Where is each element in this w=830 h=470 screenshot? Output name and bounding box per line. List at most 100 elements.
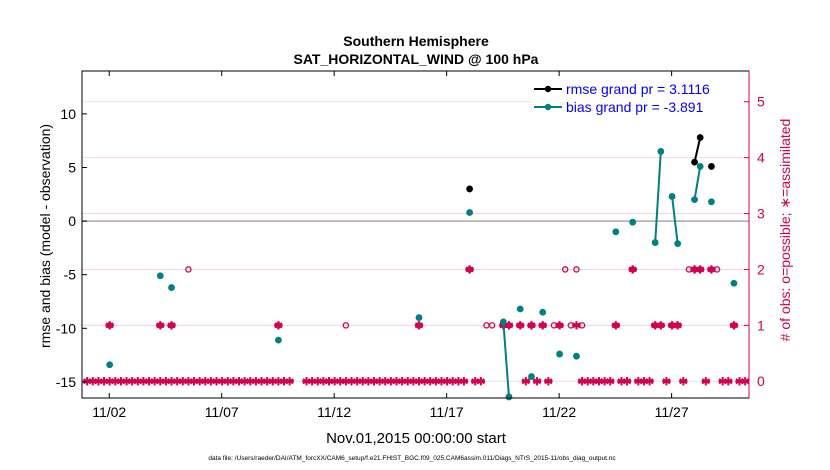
bias-point <box>573 352 580 360</box>
bias-point <box>629 218 637 226</box>
obs-assimilated-point <box>532 377 542 386</box>
obs-assimilated-point <box>465 265 474 274</box>
y-right-tick-label-5: 5 <box>757 94 765 110</box>
bias-point <box>708 198 715 206</box>
obs-possible-point <box>573 266 580 273</box>
obs-assimilated-point <box>611 321 621 330</box>
y-axis-label-left: rmse and bias (model - observation) <box>37 124 53 348</box>
x-axis-label: Nov.01,2015 00:00:00 start <box>326 430 507 447</box>
obs-assimilated-point <box>679 377 688 386</box>
obs-assimilated-point <box>622 377 632 386</box>
legend-rmse-label: rmse grand pr = 3.1116 <box>566 81 710 97</box>
y-axis-label-right: # of obs: o=possible; ∗=assimilated <box>777 119 793 342</box>
bias-point <box>668 193 676 200</box>
chart-title-line-2: SAT_HORIZONTAL_WIND @ 100 hPa <box>294 51 539 67</box>
grid-layer <box>82 101 749 382</box>
obs-assimilated-point <box>673 321 682 330</box>
obs-assimilated-point <box>504 321 514 330</box>
legend-rmse-swatch-marker <box>544 85 552 93</box>
bias-point <box>556 350 563 358</box>
bias-point <box>657 148 665 155</box>
obs-assimilated-point <box>701 377 711 386</box>
obs-assimilated-point <box>274 321 283 330</box>
obs-assimilated-point <box>527 321 536 330</box>
obs-assimilated-point <box>285 377 294 386</box>
bias-segment <box>671 196 679 244</box>
obs-assimilated-point <box>459 377 469 386</box>
y-left-tick-label-0: 0 <box>68 213 76 229</box>
plot-frame <box>81 70 750 399</box>
y-right-tick-label-0: 0 <box>757 373 765 389</box>
obs-possible-point <box>342 322 350 329</box>
x-tick-label-11/12: 11/12 <box>317 404 351 420</box>
legend-bias-swatch-marker <box>544 103 552 111</box>
rmse-segment <box>693 137 702 163</box>
rmse-point <box>708 163 715 170</box>
obs-assimilated-point <box>167 321 176 330</box>
obs-assimilated-point <box>724 377 733 386</box>
obs-assimilated-point <box>538 321 547 330</box>
y-left-tick-label--10: -10 <box>56 320 76 336</box>
rmse-point <box>696 134 704 141</box>
obs-assimilated-point <box>707 265 716 274</box>
x-tick-label-11/27: 11/27 <box>655 404 689 420</box>
y-right-tick-label-4: 4 <box>757 150 765 166</box>
bias-point <box>156 272 164 280</box>
bias-point <box>528 373 535 380</box>
legend-bias-label: bias grand pr = -3.891 <box>566 99 704 115</box>
bias-point <box>696 163 704 170</box>
obs-assimilated-point <box>516 321 525 330</box>
obs-possible-point <box>488 322 496 329</box>
bias-point <box>516 305 524 313</box>
obs-assimilated-point <box>555 321 564 330</box>
obs-assimilated-point <box>656 321 666 330</box>
obs-assimilated-point <box>729 321 739 330</box>
legend: rmse grand pr = 3.1116 bias grand pr = -… <box>531 80 743 116</box>
x-tick-label-11/17: 11/17 <box>430 404 464 420</box>
bias-point <box>499 318 507 326</box>
obs-assimilated-point <box>695 265 705 274</box>
y-left-tick-label--15: -15 <box>56 374 76 390</box>
y-right-tick-label-3: 3 <box>757 206 765 222</box>
series-layer <box>106 93 738 401</box>
y-right-tick-label-2: 2 <box>757 261 765 277</box>
y-left-tick-label-10: 10 <box>60 106 76 122</box>
rmse-point <box>691 158 698 166</box>
obs-possible-point <box>185 266 192 273</box>
y-left-tick-label-5: 5 <box>68 159 76 175</box>
bias-point <box>466 209 474 216</box>
y-right-tick-label-1: 1 <box>757 317 765 333</box>
bias-point <box>505 393 513 401</box>
obs-assimilated-point <box>521 377 531 386</box>
obs-assimilated-point <box>572 321 581 330</box>
bias-point <box>168 284 175 291</box>
bias-point <box>651 239 659 246</box>
bias-segment <box>654 151 662 243</box>
bias-segment <box>502 321 510 398</box>
bias-point <box>106 361 114 369</box>
obs-possible-point <box>561 266 569 273</box>
x-tick-label-11/07: 11/07 <box>205 404 239 420</box>
bias-point <box>691 196 698 204</box>
obs-assimilated-point <box>105 321 114 330</box>
x-tick-label-11/02: 11/02 <box>92 404 126 420</box>
bias-point <box>274 336 282 344</box>
bias-point <box>539 308 547 316</box>
bias-point <box>674 240 682 248</box>
rmse-point <box>466 185 474 193</box>
obs-assimilated-point <box>645 377 654 386</box>
footnote: data file: /Users/raeder/DAI/ATM_forcXX/… <box>208 455 616 462</box>
y-left-tick-label--5: -5 <box>64 267 77 283</box>
obs-assimilated-point <box>662 377 671 386</box>
axis-layer: 0 1 2 3 4 5 -15 -10 -5 0 5 10 11/02 11/07 11/12 11/17 11… <box>56 71 765 420</box>
obs-assimilated-point <box>476 377 486 386</box>
bias-segment <box>693 166 702 200</box>
obs-assimilated-point <box>628 265 637 274</box>
obs-assimilated-point <box>544 377 553 386</box>
x-tick-label-11/22: 11/22 <box>542 404 576 420</box>
bias-point <box>612 228 620 236</box>
obs-assimilated-point <box>606 377 615 386</box>
bias-point <box>415 314 423 321</box>
obs-count-layer <box>82 265 750 386</box>
